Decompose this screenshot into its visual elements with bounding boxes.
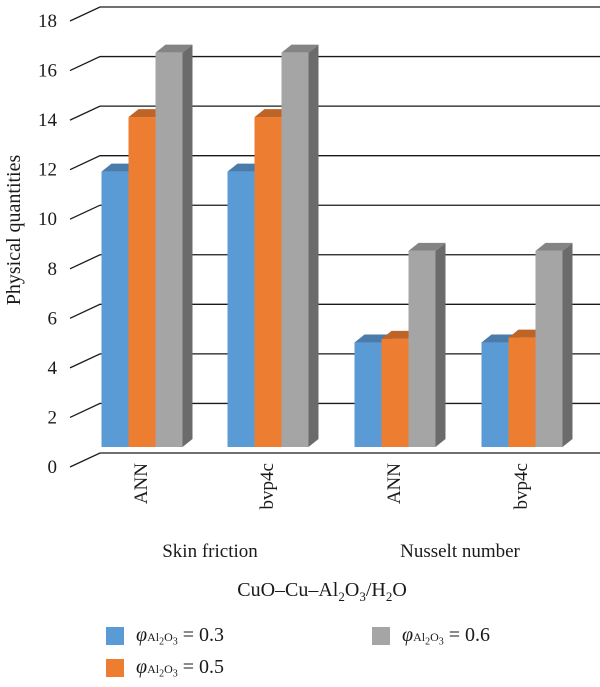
bar-side [562,242,573,447]
gridline [69,204,600,220]
y-axis-title: Physical quantities [3,155,25,306]
y-tick-label: 2 [48,407,58,428]
bar [408,242,446,447]
bar [535,242,573,447]
category-label: bvp4c [511,463,532,509]
legend-label-0: φ Al2O3 = 0.3 [136,624,225,648]
y-tick-label: 14 [38,110,58,131]
y-tick-label: 10 [38,209,57,230]
bar [281,44,319,448]
legend-swatch-2 [372,626,390,645]
bar-front [408,250,436,447]
bar-front [227,171,255,448]
bar-front [101,171,129,448]
bar-front [481,342,509,447]
gridline [69,155,600,171]
y-tick-label: 18 [38,11,57,32]
group-label-nusselt-number: Nusselt number [400,541,520,562]
legend-item-2: φ Al2O3 = 0.6 [372,624,490,647]
gridline [69,55,600,72]
bar-front [508,337,536,447]
legend-item-1: φ Al2O3 = 0.5 [106,656,224,679]
x-axis-title: CuO–Cu–Al2O3/H2O [237,579,407,604]
gridline [69,105,600,121]
gridlines [69,6,600,468]
category-label: bvp4c [257,463,278,509]
category-label: ANN [131,463,152,504]
legend-swatch-0 [106,626,124,645]
bar [155,44,193,448]
bar-front [535,250,563,447]
category-label: ANN [384,463,405,504]
gridline [69,452,600,468]
y-tick-label: 4 [48,358,58,379]
legend-swatch-1 [106,658,124,677]
bar-top [155,44,193,53]
bar-front [281,52,309,448]
bar-front [155,52,183,448]
bar-top [408,242,446,251]
bar-top [281,44,319,53]
bar-side [182,44,193,448]
bar-side [308,44,319,448]
category-labels: ANN bvp4c ANN bvp4c [131,463,532,510]
bar-side [435,242,446,447]
y-tick-label: 0 [48,457,58,478]
gridline [69,6,600,22]
bar-front [354,342,382,447]
bars [101,44,573,448]
y-tick-label: 8 [48,259,58,280]
legend-label-1: φ Al2O3 = 0.5 [136,656,225,680]
bar-front [254,117,282,448]
value-axis: 0 2 4 6 8 10 12 14 16 18 [38,11,58,478]
y-tick-label: 6 [48,308,58,329]
bar-front [381,338,409,447]
legend-label-2: φ Al2O3 = 0.6 [402,624,491,648]
bar-front [128,117,156,448]
y-tick-label: 16 [38,61,57,82]
y-tick-label: 12 [38,160,57,181]
group-label-skin-friction: Skin friction [162,541,258,562]
legend-item-0: φ Al2O3 = 0.3 [106,624,224,647]
bar-top [535,242,573,251]
